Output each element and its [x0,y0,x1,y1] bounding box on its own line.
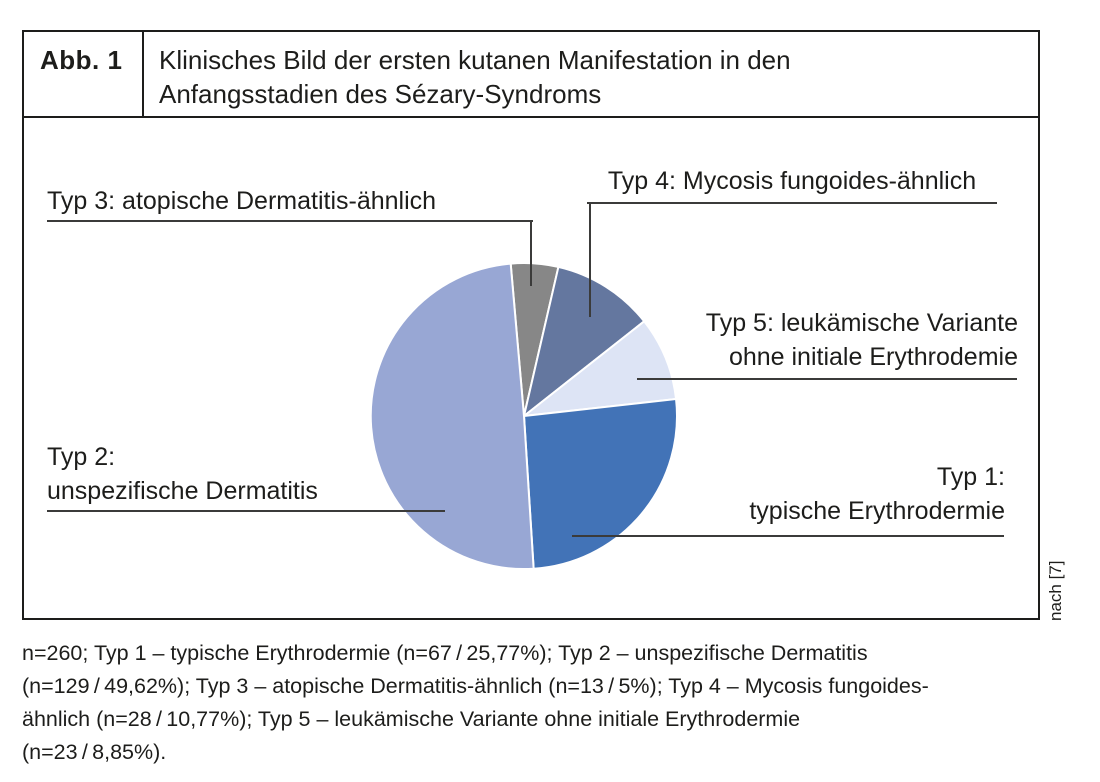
callout-label-typ5: Typ 5: leukämische Variante ohne initial… [706,306,1018,374]
caption-line-4: (n=23 / 8,85%). [22,740,167,764]
callout-typ3-line1: Typ 3: atopische Dermatitis-ähnlich [47,187,437,215]
pie-slice-typ5 [523,320,678,417]
callout-typ4-line1: Typ 4: Mycosis fungoides-ähnlich [607,167,977,195]
pie-slice-typ4 [523,265,646,417]
caption-line-1: n=260; Typ 1 – typische Erythrodermie (n… [22,641,868,665]
pie-slice-typ1 [523,398,678,570]
caption-line-2: (n=129 / 49,62%); Typ 3 – atopische Derm… [22,674,929,698]
figure-title-line1: Klinisches Bild der ersten kutanen Manif… [159,45,791,75]
callout-label-typ1: Typ 1: typische Erythrodermie [749,460,1005,528]
callout-label-typ3: Typ 3: atopische Dermatitis-ähnlich [47,184,436,218]
pie-chart-area: Typ 3: atopische Dermatitis-ähnlich Typ … [24,118,1038,618]
callout-typ1-line1: Typ 1: [936,463,1005,491]
figure-header: Abb. 1 Klinisches Bild der ersten kutane… [24,32,1038,118]
callout-typ1-line2: typische Erythrodermie [749,497,1005,525]
leader-lines [47,202,1017,537]
callout-typ2-line1: Typ 2: [47,443,116,471]
pie-chart [47,202,1017,571]
callout-typ2-line2: unspezifische Dermatitis [47,477,318,505]
callout-typ5-line1: Typ 5: leukämische Variante [705,309,1018,337]
figure-title: Klinisches Bild der ersten kutanen Manif… [144,32,1038,116]
figure-number: Abb. 1 [24,32,144,116]
callout-typ5-line2: ohne initiale Erythrodemie [728,343,1018,371]
source-note: nach [7] [1046,560,1065,622]
figure-caption: n=260; Typ 1 – typische Erythrodermie (n… [22,637,1082,769]
caption-line-3: ähnlich (n=28 / 10,77%); Typ 5 – leukämi… [22,707,801,731]
pie-slice-typ2 [369,262,535,571]
figure-title-line2: Anfangsstadien des Sézary-Syndroms [159,79,602,109]
figure-box: Abb. 1 Klinisches Bild der ersten kutane… [22,30,1040,620]
callout-label-typ4: Typ 4: Mycosis fungoides-ähnlich [587,164,997,198]
pie-slices [369,262,678,571]
callout-label-typ2: Typ 2: unspezifische Dermatitis [47,440,318,508]
